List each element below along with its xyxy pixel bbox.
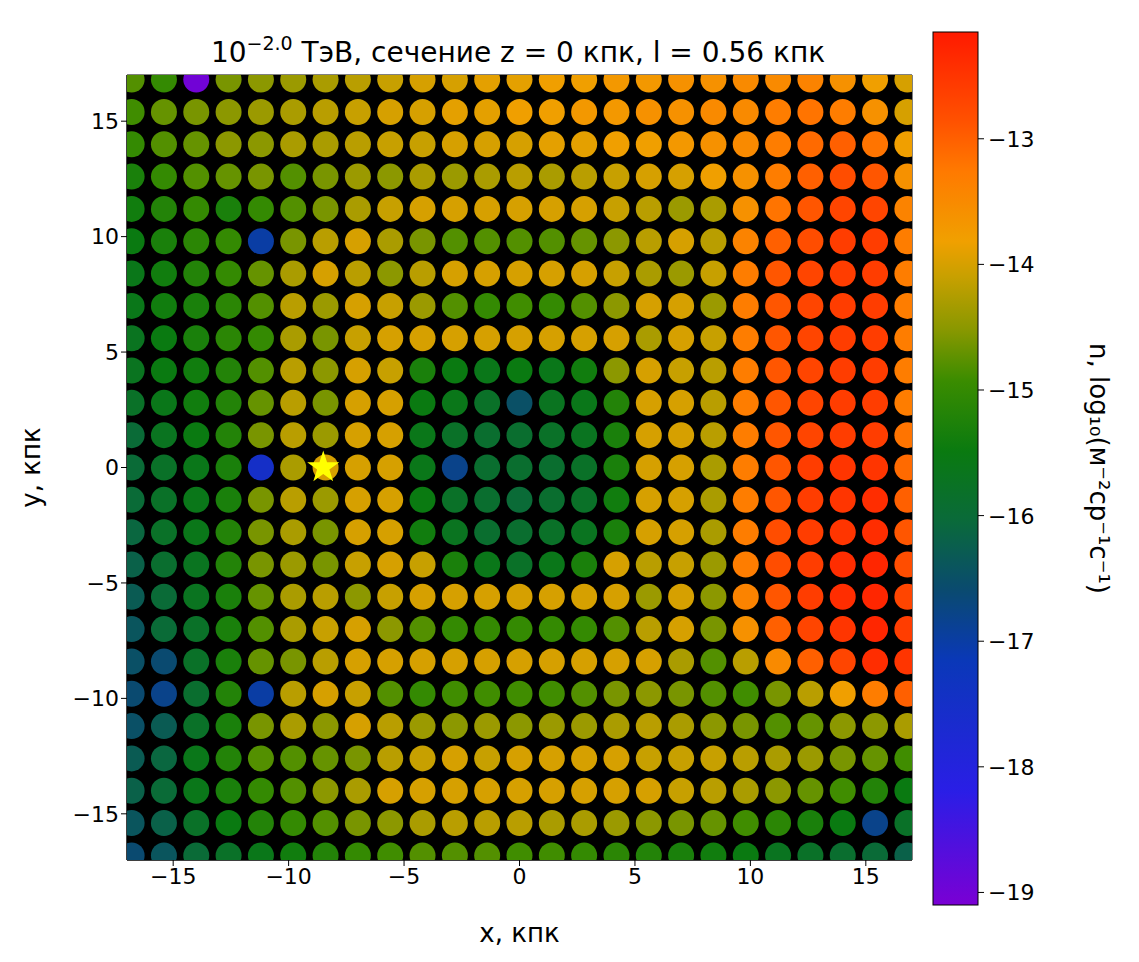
svg-text:−18: −18: [988, 755, 1034, 780]
svg-text:−15: −15: [988, 378, 1034, 403]
svg-text:5: 5: [105, 340, 119, 365]
svg-text:−19: −19: [988, 880, 1034, 905]
svg-text:10−2.0 ТэВ, сечение z = 0 кпк,: 10−2.0 ТэВ, сечение z = 0 кпк, l = 0.56 …: [211, 32, 825, 69]
svg-text:−15: −15: [150, 864, 196, 889]
svg-text:−15: −15: [73, 802, 119, 827]
svg-text:15: 15: [852, 864, 880, 889]
svg-text:x, кпк: x, кпк: [479, 918, 559, 948]
svg-text:0: 0: [513, 864, 527, 889]
svg-text:−5: −5: [87, 571, 119, 596]
svg-text:−13: −13: [988, 127, 1034, 152]
svg-text:−17: −17: [988, 629, 1034, 654]
svg-text:−5: −5: [388, 864, 420, 889]
svg-text:−10: −10: [73, 686, 119, 711]
svg-text:y, кпк: y, кпк: [16, 427, 46, 507]
svg-text:0: 0: [105, 455, 119, 480]
svg-text:10: 10: [736, 864, 764, 889]
svg-text:n, log₁₀(м⁻²ср⁻¹с⁻¹): n, log₁₀(м⁻²ср⁻¹с⁻¹): [1084, 343, 1114, 594]
svg-text:10: 10: [91, 224, 119, 249]
svg-text:15: 15: [91, 109, 119, 134]
svg-text:−16: −16: [988, 504, 1034, 529]
svg-text:5: 5: [628, 864, 642, 889]
svg-text:−14: −14: [988, 252, 1034, 277]
svg-text:−10: −10: [265, 864, 311, 889]
